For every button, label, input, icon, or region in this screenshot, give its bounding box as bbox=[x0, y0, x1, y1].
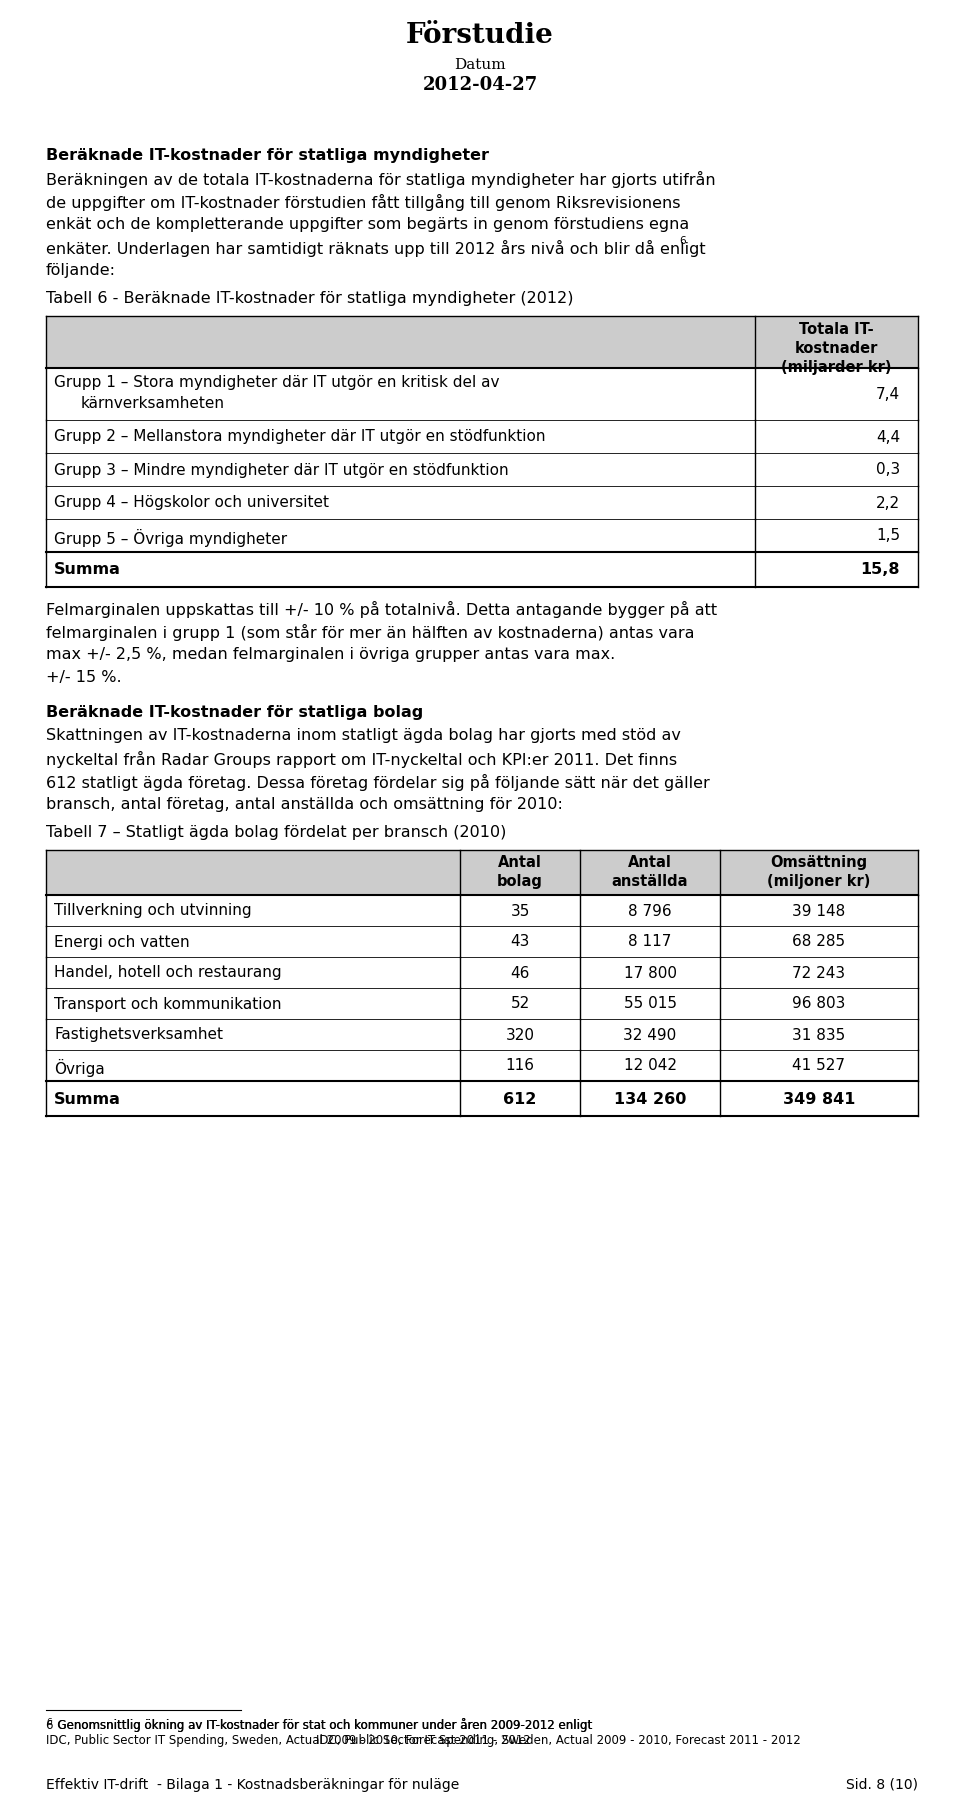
Text: Felmarginalen uppskattas till +/- 10 % på totalnivå. Detta antagande bygger på a: Felmarginalen uppskattas till +/- 10 % p… bbox=[46, 600, 717, 619]
Text: Omsättning
(miljoner kr): Omsättning (miljoner kr) bbox=[767, 854, 871, 889]
Text: Skattningen av IT-kostnaderna inom statligt ägda bolag har gjorts med stöd av: Skattningen av IT-kostnaderna inom statl… bbox=[46, 727, 681, 744]
Text: Effektiv IT-drift  - Bilaga 1 - Kostnadsberäkningar för nuläge: Effektiv IT-drift - Bilaga 1 - Kostnadsb… bbox=[46, 1778, 459, 1792]
Text: Beräknade IT-kostnader för statliga myndigheter: Beräknade IT-kostnader för statliga mynd… bbox=[46, 149, 489, 163]
Bar bbox=[46, 925, 918, 958]
Text: 43: 43 bbox=[511, 934, 530, 949]
Text: 0,3: 0,3 bbox=[876, 463, 900, 477]
Text: 55 015: 55 015 bbox=[623, 996, 677, 1012]
Text: 1,5: 1,5 bbox=[876, 528, 900, 544]
Text: Grupp 4 – Högskolor och universitet: Grupp 4 – Högskolor och universitet bbox=[54, 495, 329, 510]
Text: 2,2: 2,2 bbox=[876, 495, 900, 510]
Text: Tabell 7 – Statligt ägda bolag fördelat per bransch (2010): Tabell 7 – Statligt ägda bolag fördelat … bbox=[46, 825, 506, 840]
Text: Grupp 2 – Mellanstora myndigheter där IT utgör en stödfunktion: Grupp 2 – Mellanstora myndigheter där IT… bbox=[54, 430, 545, 444]
Text: nyckeltal från Radar Groups rapport om IT-nyckeltal och KPI:er 2011. Det finns: nyckeltal från Radar Groups rapport om I… bbox=[46, 751, 677, 767]
Text: Energi och vatten: Energi och vatten bbox=[54, 934, 190, 949]
Text: Grupp 5 – Övriga myndigheter: Grupp 5 – Övriga myndigheter bbox=[54, 528, 287, 546]
Text: bransch, antal företag, antal anställda och omsättning för 2010:: bransch, antal företag, antal anställda … bbox=[46, 796, 563, 813]
Text: 32 490: 32 490 bbox=[623, 1027, 677, 1043]
Text: 349 841: 349 841 bbox=[782, 1092, 855, 1107]
Text: 68 285: 68 285 bbox=[792, 934, 846, 949]
Text: 96 803: 96 803 bbox=[792, 996, 846, 1012]
Text: 134 260: 134 260 bbox=[613, 1092, 686, 1107]
Text: 35: 35 bbox=[511, 903, 530, 918]
Text: följande:: följande: bbox=[46, 263, 116, 278]
Text: kärnverksamheten: kärnverksamheten bbox=[81, 395, 225, 412]
Text: 116: 116 bbox=[506, 1059, 535, 1074]
Text: Fastighetsverksamhet: Fastighetsverksamhet bbox=[54, 1027, 223, 1043]
Text: +/- 15 %.: +/- 15 %. bbox=[46, 669, 122, 686]
Bar bbox=[46, 894, 918, 925]
Bar bbox=[46, 1019, 918, 1050]
Bar bbox=[46, 551, 918, 588]
Text: Totala IT-
kostnader
(miljarder kr): Totala IT- kostnader (miljarder kr) bbox=[781, 323, 892, 375]
Bar bbox=[46, 851, 918, 894]
Text: 612: 612 bbox=[503, 1092, 537, 1107]
Text: Beräknade IT-kostnader för statliga bolag: Beräknade IT-kostnader för statliga bola… bbox=[46, 706, 423, 720]
Bar bbox=[46, 486, 918, 519]
Text: 612 statligt ägda företag. Dessa företag fördelar sig på följande sätt när det g: 612 statligt ägda företag. Dessa företag… bbox=[46, 775, 709, 791]
Bar bbox=[46, 454, 918, 486]
Bar bbox=[46, 368, 918, 421]
Text: enkät och de kompletterande uppgifter som begärts in genom förstudiens egna: enkät och de kompletterande uppgifter so… bbox=[46, 218, 689, 232]
Text: 52: 52 bbox=[511, 996, 530, 1012]
Text: Antal
bolag: Antal bolag bbox=[497, 854, 543, 889]
Text: 4,4: 4,4 bbox=[876, 430, 900, 444]
Text: 6: 6 bbox=[46, 1718, 52, 1727]
Text: max +/- 2,5 %, medan felmarginalen i övriga grupper antas vara max.: max +/- 2,5 %, medan felmarginalen i övr… bbox=[46, 648, 615, 662]
Text: 46: 46 bbox=[511, 965, 530, 981]
Text: 320: 320 bbox=[506, 1027, 535, 1043]
Text: Övriga: Övriga bbox=[54, 1059, 105, 1076]
Text: felmarginalen i grupp 1 (som står för mer än hälften av kostnaderna) antas vara: felmarginalen i grupp 1 (som står för me… bbox=[46, 624, 694, 640]
Text: Förstudie: Förstudie bbox=[406, 22, 554, 49]
Text: Handel, hotell och restaurang: Handel, hotell och restaurang bbox=[54, 965, 281, 981]
Bar bbox=[46, 519, 918, 551]
Text: Sid. 8 (10): Sid. 8 (10) bbox=[846, 1778, 918, 1792]
Text: 41 527: 41 527 bbox=[793, 1059, 846, 1074]
Text: Summa: Summa bbox=[54, 1092, 121, 1107]
Text: IDC, Public Sector IT Spending, Sweden, Actual 2009 - 2010, Forecast 2011 - 2012: IDC, Public Sector IT Spending, Sweden, … bbox=[316, 1734, 801, 1747]
Text: 6: 6 bbox=[679, 236, 685, 247]
Text: 7,4: 7,4 bbox=[876, 386, 900, 403]
Text: Tillverkning och utvinning: Tillverkning och utvinning bbox=[54, 903, 252, 918]
Text: Grupp 3 – Mindre myndigheter där IT utgör en stödfunktion: Grupp 3 – Mindre myndigheter där IT utgö… bbox=[54, 463, 509, 477]
Text: 2012-04-27: 2012-04-27 bbox=[422, 76, 538, 94]
Text: 6 Genomsnittlig ökning av IT-kostnader för stat och kommuner under åren 2009-201: 6 Genomsnittlig ökning av IT-kostnader f… bbox=[46, 1718, 592, 1732]
Text: 15,8: 15,8 bbox=[860, 562, 900, 577]
Text: enkäter. Underlagen har samtidigt räknats upp till 2012 års nivå och blir då enl: enkäter. Underlagen har samtidigt räknat… bbox=[46, 239, 706, 258]
Text: Beräkningen av de totala IT-kostnaderna för statliga myndigheter har gjorts utif: Beräkningen av de totala IT-kostnaderna … bbox=[46, 171, 715, 189]
Text: Tabell 6 - Beräknade IT-kostnader för statliga myndigheter (2012): Tabell 6 - Beräknade IT-kostnader för st… bbox=[46, 290, 573, 307]
Bar bbox=[46, 1050, 918, 1081]
Bar bbox=[46, 1081, 918, 1116]
Text: IDC, Public Sector IT Spending, Sweden, Actual 2009 - 2010, Forecast 2011 - 2012: IDC, Public Sector IT Spending, Sweden, … bbox=[46, 1734, 531, 1747]
Text: 8 796: 8 796 bbox=[628, 903, 672, 918]
Text: Datum: Datum bbox=[454, 58, 506, 73]
Text: Summa: Summa bbox=[54, 562, 121, 577]
Text: Genomsnittlig ökning av IT-kostnader för stat och kommuner under åren 2009-2012 : Genomsnittlig ökning av IT-kostnader för… bbox=[54, 1718, 592, 1732]
Text: 17 800: 17 800 bbox=[623, 965, 677, 981]
Text: 8 117: 8 117 bbox=[628, 934, 672, 949]
Text: Transport och kommunikation: Transport och kommunikation bbox=[54, 996, 281, 1012]
Bar bbox=[46, 958, 918, 989]
Bar bbox=[46, 316, 918, 368]
Text: 31 835: 31 835 bbox=[792, 1027, 846, 1043]
Text: Grupp 1 – Stora myndigheter där IT utgör en kritisk del av: Grupp 1 – Stora myndigheter där IT utgör… bbox=[54, 375, 499, 390]
Text: de uppgifter om IT-kostnader förstudien fått tillgång till genom Riksrevisionens: de uppgifter om IT-kostnader förstudien … bbox=[46, 194, 681, 210]
Text: 12 042: 12 042 bbox=[623, 1059, 677, 1074]
Text: Antal
anställda: Antal anställda bbox=[612, 854, 688, 889]
Text: 39 148: 39 148 bbox=[792, 903, 846, 918]
Bar bbox=[46, 989, 918, 1019]
Text: 72 243: 72 243 bbox=[792, 965, 846, 981]
Bar bbox=[46, 421, 918, 454]
